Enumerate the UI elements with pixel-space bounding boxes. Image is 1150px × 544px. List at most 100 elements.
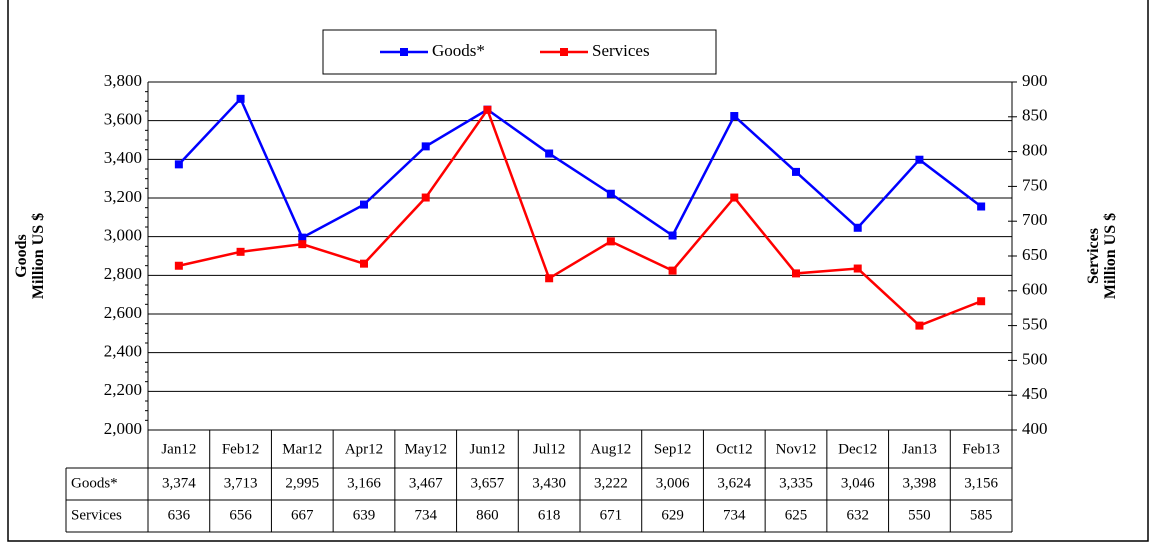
table-cell: 550 <box>908 507 931 523</box>
table-cell: 671 <box>600 507 623 523</box>
y2-tick-label: 700 <box>1022 210 1048 229</box>
table-cell: 629 <box>661 507 684 523</box>
x-tick-label: May12 <box>404 441 447 457</box>
x-tick-label: Feb13 <box>962 441 1000 457</box>
y-axis-label-line: Million US $ <box>30 213 47 299</box>
marker <box>174 160 183 169</box>
marker <box>545 149 554 158</box>
y2-axis-label-line: Services <box>1085 228 1102 284</box>
marker <box>545 274 554 283</box>
table-row-label: Services <box>71 507 122 523</box>
y2-tick-label: 800 <box>1022 141 1048 160</box>
table-cell: 636 <box>168 507 191 523</box>
x-tick-label: Nov12 <box>776 441 817 457</box>
y-tick-label: 3,000 <box>104 226 142 245</box>
table-cell: 585 <box>970 507 993 523</box>
y-tick-label: 3,800 <box>104 71 142 90</box>
marker <box>298 233 307 242</box>
y2-tick-label: 850 <box>1022 106 1048 125</box>
table-cell: 3,046 <box>841 475 875 491</box>
table-cell: 656 <box>229 507 252 523</box>
x-tick-label: Apr12 <box>345 441 383 457</box>
marker <box>668 231 677 240</box>
marker <box>606 237 615 246</box>
y2-axis-label: ServicesMillion US $ <box>1085 213 1119 299</box>
marker <box>360 259 368 268</box>
x-tick-label: Dec12 <box>838 441 877 457</box>
marker <box>792 269 800 278</box>
x-tick-label: Oct12 <box>716 441 753 457</box>
table-cell: 3,398 <box>903 475 937 491</box>
y-tick-label: 3,400 <box>104 148 142 167</box>
marker <box>236 94 245 103</box>
table-cell: 3,430 <box>532 475 566 491</box>
legend-label: Goods* <box>432 41 485 60</box>
marker <box>483 105 492 114</box>
table-cell: 3,624 <box>717 475 751 491</box>
y-tick-label: 3,200 <box>104 187 142 206</box>
marker <box>853 223 862 232</box>
table-cell: 639 <box>353 507 376 523</box>
marker <box>360 200 368 209</box>
y-axis-label: GoodsMillion US $ <box>13 213 47 299</box>
table-cell: 3,467 <box>409 475 443 491</box>
table-cell: 2,995 <box>285 475 319 491</box>
x-tick-label: Mar12 <box>282 441 322 457</box>
y-axis-label-line: Goods <box>13 234 30 278</box>
legend-marker <box>560 48 568 56</box>
table-cell: 625 <box>785 507 808 523</box>
marker <box>421 142 430 151</box>
table-cell: 3,166 <box>347 475 381 491</box>
y2-tick-label: 550 <box>1022 315 1048 334</box>
table-cell: 3,006 <box>656 475 690 491</box>
marker <box>853 264 862 273</box>
y2-tick-label: 500 <box>1022 349 1048 368</box>
y2-axis-label-line: Million US $ <box>1102 213 1119 299</box>
legend-label: Services <box>592 41 650 60</box>
table-cell: 3,335 <box>779 475 813 491</box>
y-tick-label: 2,000 <box>104 419 142 438</box>
x-tick-label: Jul12 <box>533 441 566 457</box>
table-cell: 734 <box>723 507 746 523</box>
marker <box>668 266 677 275</box>
y2-tick-label: 650 <box>1022 245 1048 264</box>
x-tick-label: Sep12 <box>654 441 692 457</box>
y2-tick-label: 600 <box>1022 280 1048 299</box>
table-cell: 3,713 <box>224 475 258 491</box>
y2-tick-label: 900 <box>1022 71 1048 90</box>
x-tick-label: Jan12 <box>161 441 196 457</box>
marker <box>236 247 245 256</box>
table-cell: 734 <box>414 507 437 523</box>
marker <box>792 167 800 176</box>
series-line <box>177 96 982 240</box>
table-cell: 3,657 <box>471 475 505 491</box>
frame <box>7 0 1149 542</box>
marker <box>421 193 430 202</box>
y-tick-label: 2,800 <box>104 264 142 283</box>
table-row-label: Goods* <box>71 475 118 491</box>
table-cell: 618 <box>538 507 561 523</box>
x-tick-label: Aug12 <box>590 441 631 457</box>
marker <box>730 112 739 121</box>
marker <box>915 155 924 164</box>
x-tick-label: Feb12 <box>222 441 260 457</box>
marker <box>977 297 986 306</box>
table-cell: 667 <box>291 507 314 523</box>
y-tick-label: 2,600 <box>104 303 142 322</box>
table-cell: 3,156 <box>964 475 998 491</box>
x-tick-label: Jun12 <box>470 441 506 457</box>
y2-tick-label: 400 <box>1022 419 1048 438</box>
table-cell: 860 <box>476 507 499 523</box>
legend-marker <box>400 48 408 56</box>
marker <box>730 193 739 202</box>
marker <box>977 202 986 211</box>
y2-tick-label: 750 <box>1022 175 1048 194</box>
marker <box>915 321 924 330</box>
series-line <box>178 107 982 328</box>
marker <box>174 261 183 270</box>
table-cell: 632 <box>846 507 869 523</box>
y2-tick-label: 450 <box>1022 384 1048 403</box>
table-cell: 3,222 <box>594 475 628 491</box>
marker <box>606 189 615 198</box>
